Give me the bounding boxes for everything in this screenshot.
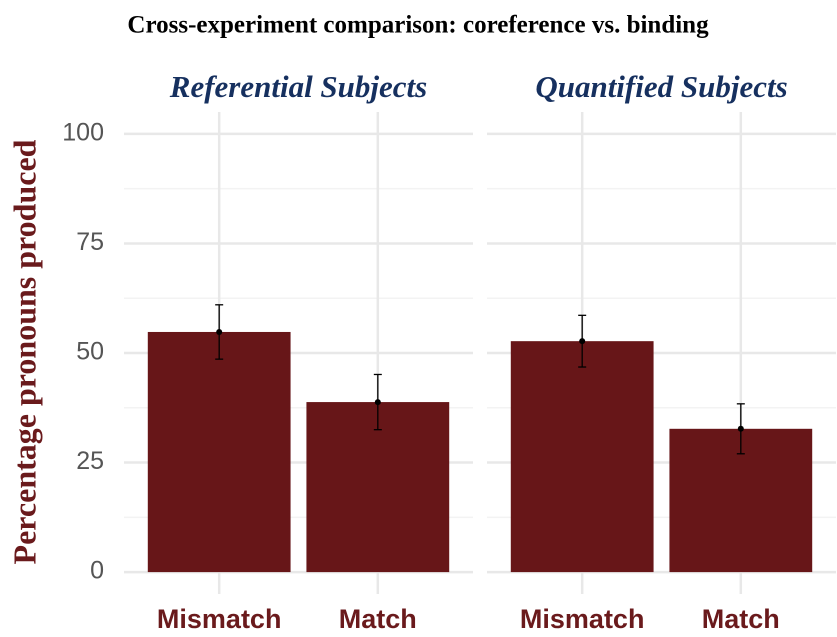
y-tick-label: 50 bbox=[76, 338, 104, 366]
x-tick-label: Match bbox=[702, 604, 780, 634]
x-tick-label: Mismatch bbox=[520, 604, 645, 634]
mean-point bbox=[737, 425, 744, 432]
mean-point bbox=[579, 338, 586, 345]
y-tick-label: 0 bbox=[90, 557, 104, 585]
chart-title: Cross-experiment comparison: coreference… bbox=[127, 12, 709, 39]
mean-point bbox=[216, 328, 223, 335]
bar bbox=[306, 402, 450, 573]
y-tick-label: 25 bbox=[76, 447, 104, 475]
x-tick-label: Mismatch bbox=[157, 604, 282, 634]
y-tick-label: 75 bbox=[76, 228, 104, 256]
mean-point bbox=[374, 399, 381, 406]
facet-title: Quantified Subjects bbox=[535, 69, 787, 104]
y-tick-label: 100 bbox=[62, 119, 104, 147]
bar bbox=[147, 331, 291, 573]
bar bbox=[510, 341, 654, 573]
facet-title: Referential Subjects bbox=[169, 69, 427, 104]
x-tick-label: Match bbox=[339, 604, 417, 634]
y-axis-label: Percentage pronouns produced bbox=[6, 139, 42, 564]
